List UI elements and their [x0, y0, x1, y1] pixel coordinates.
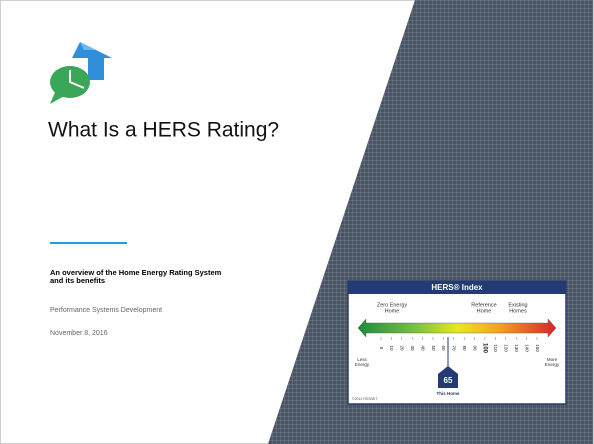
hers-label: Home	[477, 308, 492, 314]
scale-label: 70	[452, 345, 457, 351]
organization: Performance Systems Development	[50, 307, 162, 314]
hers-label: Home	[385, 308, 400, 314]
scale-label: 20	[400, 345, 405, 351]
scale-label: 110	[493, 344, 498, 352]
hers-title: HERS® Index	[431, 283, 483, 292]
logo	[50, 42, 112, 104]
hers-label: Less	[357, 357, 367, 362]
scale-label: 40	[420, 345, 425, 351]
hers-label: Existing	[508, 302, 527, 308]
scale-label: 0	[379, 347, 384, 350]
this-home: This Home	[436, 391, 460, 396]
subtitle: An overview of the Home Energy Rating Sy…	[50, 268, 222, 277]
date: November 8, 2016	[50, 330, 108, 337]
scale-label: 50	[431, 345, 436, 351]
scale-label: 30	[410, 345, 415, 351]
scale-label: 100	[481, 343, 487, 354]
scale-label: 80	[462, 345, 467, 351]
scale-label: 90	[472, 345, 477, 351]
scale-label: 130	[514, 344, 519, 352]
hers-label: Energy	[545, 362, 560, 367]
hers-label: Energy	[355, 362, 370, 367]
hers-label: Homes	[509, 308, 527, 314]
this-home-score: 65	[444, 376, 453, 385]
scale-label: 10	[389, 345, 394, 351]
hers-index-image: HERS® Index Zero Energy Home Reference H…	[347, 280, 567, 405]
title: What Is a HERS Rating?	[48, 119, 279, 142]
scale-label: 60	[441, 345, 446, 351]
copyright: ©2013 RESNET	[352, 397, 378, 401]
subtitle: and its benefits	[50, 276, 105, 285]
scale-label: 150	[535, 344, 540, 352]
hers-label: Reference	[471, 302, 496, 308]
scale-label: 120	[504, 344, 509, 352]
hers-label: Zero Energy	[377, 302, 408, 308]
hers-label: More	[547, 357, 558, 362]
scale-label: 140	[524, 344, 529, 352]
